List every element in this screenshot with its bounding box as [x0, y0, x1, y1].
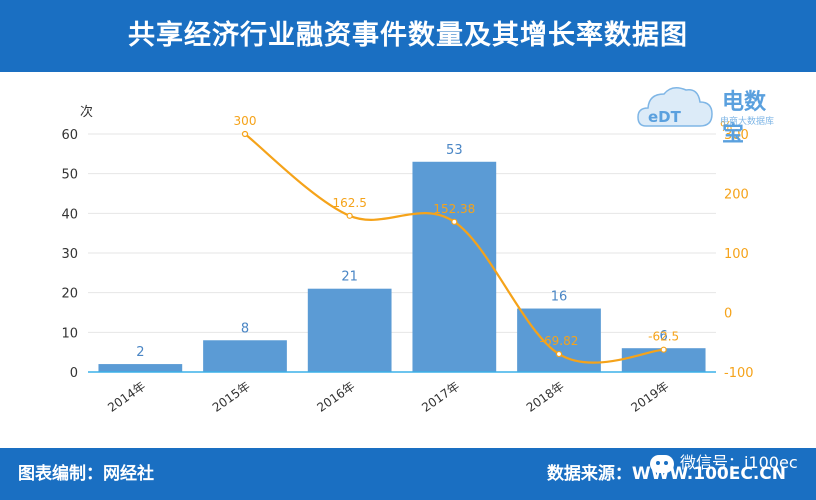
bar [98, 364, 183, 372]
y-tick-label: 40 [61, 207, 78, 222]
y-tick-label: 0 [70, 366, 78, 381]
logo-sub-text: 电商大数据库 [720, 117, 775, 127]
growth-rate-point [451, 218, 458, 225]
chart-svg: 0 10 20 30 40 50 60 -100 0 100 200 300 次% 2 8 21 53 16 6 20… [61, 104, 754, 415]
x-tick-label: 2016年 [315, 379, 358, 415]
wechat-badge: 微信号：i100ec [650, 452, 798, 474]
x-tick-label: 2015年 [210, 379, 253, 415]
x-tick-label: 2018年 [524, 379, 567, 415]
y-tick-label: 60 [61, 128, 78, 143]
growth-rate-label: 152.38 [433, 202, 475, 216]
y-axis-unit: 次 [80, 104, 93, 120]
wechat-icon [650, 454, 674, 473]
y-tick-label: 30 [61, 247, 78, 262]
growth-rate-point [660, 346, 667, 353]
wechat-id: 微信号：i100ec [680, 453, 798, 472]
y-right-tick-label: 300 [724, 128, 749, 143]
logo: eDT 电数宝 电商大数据库 [636, 80, 786, 147]
y-right-tick-label: 200 [724, 188, 749, 203]
growth-rate-label: 300 [234, 114, 257, 128]
x-tick-label: 2014年 [105, 379, 148, 415]
growth-rate-point [555, 350, 563, 358]
y-tick-label: 10 [61, 326, 78, 341]
y-right-tick-label: -100 [724, 366, 754, 381]
footer-credit: 图表编制：网经社 [18, 464, 154, 484]
logo-main-text: 电数宝 [722, 90, 767, 147]
x-tick-label: 2017年 [419, 379, 462, 415]
bar-value-label: 16 [551, 290, 568, 305]
bar-value-label: 21 [341, 270, 358, 285]
bar [412, 161, 497, 372]
bar-value-label: 6 [660, 329, 668, 344]
growth-rate-label: -69.82 [540, 334, 579, 348]
bar [307, 288, 392, 372]
growth-rate-point [346, 212, 353, 219]
bar-value-label: 8 [241, 321, 249, 336]
title-bar: 共享经济行业融资事件数量及其增长率数据图 [0, 0, 816, 72]
y-right-tick-label: 100 [724, 247, 749, 262]
cloud-logo-icon: eDT [637, 87, 713, 127]
y-right-axis-unit: % [720, 120, 732, 135]
growth-rate-point [241, 130, 249, 138]
growth-rate-label: -62.5 [648, 330, 679, 344]
chart-area: 0 10 20 30 40 50 60 -100 0 100 200 300 次% 2 8 21 53 16 6 20… [0, 72, 816, 448]
y-right-tick-label: 0 [724, 307, 732, 322]
y-tick-label: 20 [61, 287, 78, 302]
footer-bar: 图表编制：网经社 数据来源：WWW.100EC.CN [0, 448, 816, 500]
growth-rate-label: 162.5 [332, 196, 366, 210]
page-title: 共享经济行业融资事件数量及其增长率数据图 [128, 20, 688, 51]
bar-value-label: 53 [446, 143, 463, 158]
y-tick-label: 50 [61, 168, 78, 183]
footer-source: 数据来源：WWW.100EC.CN [546, 464, 786, 484]
bar-value-label: 2 [136, 345, 144, 360]
logo-mark: eDT [648, 108, 682, 126]
x-tick-label: 2019年 [629, 379, 672, 415]
bar [203, 340, 287, 372]
